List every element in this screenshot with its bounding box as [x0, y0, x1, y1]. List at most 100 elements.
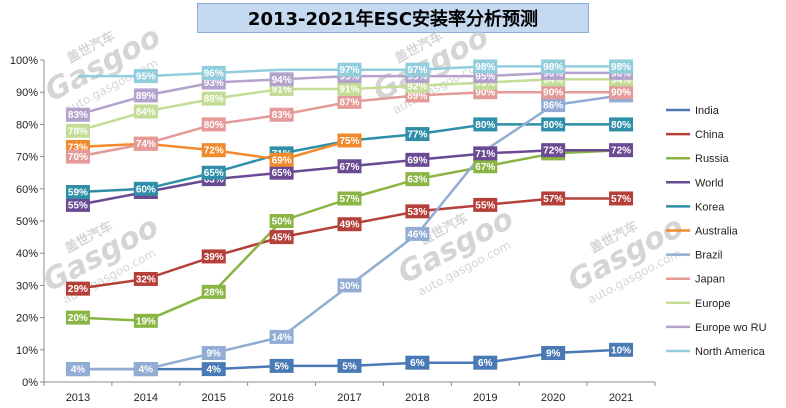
data-label-text: 91%	[272, 84, 292, 95]
data-label: 72%	[201, 143, 226, 158]
data-label-box	[337, 133, 362, 148]
data-label-box	[337, 191, 362, 206]
data-label-text: 98%	[543, 62, 563, 73]
data-label-text: 28%	[204, 287, 224, 298]
data-label-box	[65, 185, 90, 200]
data-label-box	[609, 85, 634, 100]
data-label-box	[405, 62, 430, 77]
data-label-text: 53%	[407, 207, 427, 218]
data-label-text: 72%	[543, 146, 563, 157]
data-label: 90%	[541, 85, 566, 100]
data-label-text: 83%	[272, 110, 292, 121]
data-label-text: 88%	[204, 94, 224, 105]
data-label: 28%	[201, 284, 226, 299]
data-label-box	[473, 197, 498, 212]
data-label: 83%	[65, 107, 90, 122]
data-label-text: 45%	[272, 233, 292, 244]
data-label-box	[337, 81, 362, 96]
data-label-text: 93%	[475, 78, 495, 89]
data-label: 30%	[337, 278, 362, 293]
legend-label: Europe wo RU	[695, 322, 767, 334]
data-label: 95%	[133, 69, 158, 84]
data-label-box	[541, 98, 566, 113]
data-label: 4%	[201, 362, 226, 377]
data-label-text: 80%	[543, 120, 563, 131]
data-label-text: 5%	[274, 361, 289, 372]
data-label: 4%	[133, 362, 158, 377]
series-line-china	[77, 197, 622, 290]
data-label-text: 95%	[475, 72, 495, 83]
data-label-box	[133, 362, 158, 377]
data-label-box	[133, 104, 158, 119]
data-label-text: 80%	[204, 120, 224, 131]
data-label-text: 67%	[475, 162, 495, 173]
data-label: 57%	[609, 191, 634, 206]
legend-label: Korea	[695, 201, 725, 213]
data-label-text: 90%	[543, 88, 563, 99]
data-label: 86%	[541, 98, 566, 113]
data-label: 89%	[133, 88, 158, 103]
legend-item: Europe wo RU	[666, 322, 767, 334]
data-label-box	[65, 197, 90, 212]
y-tick-label: 50%	[16, 216, 38, 228]
data-label-box	[133, 136, 158, 151]
data-label-box	[65, 281, 90, 296]
data-label-text: 46%	[407, 229, 427, 240]
data-label-text: 77%	[407, 130, 427, 141]
data-label-text: 72%	[611, 146, 631, 157]
data-label-box	[337, 278, 362, 293]
data-label-text: 10%	[611, 345, 631, 356]
x-tick-label: 2021	[609, 392, 633, 404]
data-label-box	[133, 271, 158, 286]
data-label: 94%	[269, 72, 294, 87]
data-label-text: 90%	[611, 88, 631, 99]
data-label: 55%	[65, 197, 90, 212]
data-label-box	[201, 143, 226, 158]
data-label-box	[65, 123, 90, 138]
data-label-text: 57%	[611, 194, 631, 205]
data-label: 72%	[541, 143, 566, 158]
data-label-box	[269, 107, 294, 122]
data-label-text: 4%	[71, 365, 86, 376]
x-tick-label: 2016	[269, 392, 293, 404]
data-label: 87%	[337, 94, 362, 109]
legend-label: Japan	[695, 274, 725, 286]
data-label-box	[65, 107, 90, 122]
data-label: 90%	[609, 85, 634, 100]
data-label-text: 57%	[543, 194, 563, 205]
data-label-text: 50%	[272, 217, 292, 228]
data-label-box	[201, 284, 226, 299]
data-label: 59%	[65, 185, 90, 200]
x-tick-label: 2014	[134, 392, 158, 404]
x-tick-label: 2013	[66, 392, 90, 404]
legend-item: Australia	[666, 226, 739, 238]
data-label-box	[609, 117, 634, 132]
data-label-text: 67%	[339, 162, 359, 173]
data-label-box	[133, 313, 158, 328]
data-label-text: 74%	[136, 139, 156, 150]
data-label-text: 95%	[407, 72, 427, 83]
data-label-text: 55%	[475, 200, 495, 211]
data-label-text: 9%	[206, 349, 221, 360]
legend-label: India	[695, 105, 720, 117]
data-label: 19%	[133, 313, 158, 328]
data-label-text: 57%	[339, 194, 359, 205]
data-label-text: 59%	[68, 188, 88, 199]
data-label: 98%	[541, 59, 566, 74]
data-label-text: 69%	[272, 155, 292, 166]
legend-item: Korea	[666, 201, 725, 213]
x-tick-label: 2018	[405, 392, 429, 404]
data-label-box	[541, 143, 566, 158]
data-label: 9%	[541, 346, 566, 361]
data-label: 67%	[473, 159, 498, 174]
data-label: 78%	[65, 123, 90, 138]
data-label-box	[269, 358, 294, 373]
data-label: 83%	[269, 107, 294, 122]
data-label: 5%	[269, 358, 294, 373]
data-label-box	[541, 117, 566, 132]
legend-item: World	[666, 177, 724, 189]
data-label-text: 90%	[475, 88, 495, 99]
data-label-box	[405, 172, 430, 187]
data-label-text: 83%	[68, 110, 88, 121]
